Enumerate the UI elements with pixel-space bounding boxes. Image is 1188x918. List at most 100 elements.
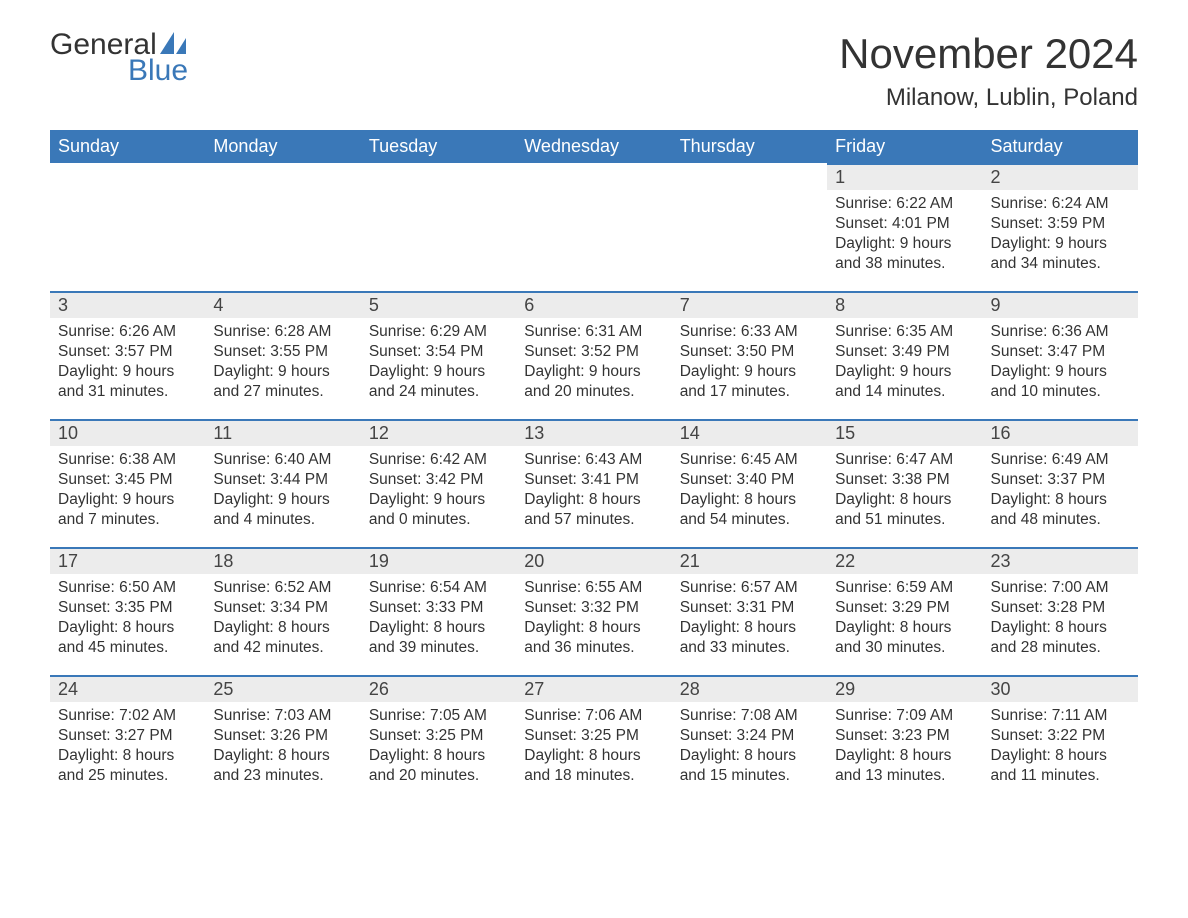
calendar-day-cell: 9Sunrise: 6:36 AMSunset: 3:47 PMDaylight… (983, 291, 1138, 419)
day-number: 30 (983, 675, 1138, 702)
sunrise-line: Sunrise: 7:06 AM (524, 706, 663, 726)
sunrise-line: Sunrise: 7:00 AM (991, 578, 1130, 598)
day-body: Sunrise: 6:35 AMSunset: 3:49 PMDaylight:… (827, 318, 982, 411)
day-body: Sunrise: 6:55 AMSunset: 3:32 PMDaylight:… (516, 574, 671, 667)
day-body: Sunrise: 7:08 AMSunset: 3:24 PMDaylight:… (672, 702, 827, 795)
calendar-day-cell: 17Sunrise: 6:50 AMSunset: 3:35 PMDayligh… (50, 547, 205, 675)
calendar-day-cell: 21Sunrise: 6:57 AMSunset: 3:31 PMDayligh… (672, 547, 827, 675)
calendar-day-cell: 8Sunrise: 6:35 AMSunset: 3:49 PMDaylight… (827, 291, 982, 419)
sunrise-line: Sunrise: 6:52 AM (213, 578, 352, 598)
sunrise-line: Sunrise: 6:40 AM (213, 450, 352, 470)
day-body: Sunrise: 6:22 AMSunset: 4:01 PMDaylight:… (827, 190, 982, 283)
sunrise-line: Sunrise: 6:22 AM (835, 194, 974, 214)
sunset-line: Sunset: 4:01 PM (835, 214, 974, 234)
sunset-line: Sunset: 3:23 PM (835, 726, 974, 746)
sunset-line: Sunset: 3:26 PM (213, 726, 352, 746)
sunset-line: Sunset: 3:35 PM (58, 598, 197, 618)
logo-text-blue: Blue (128, 56, 188, 86)
calendar-day-cell: 22Sunrise: 6:59 AMSunset: 3:29 PMDayligh… (827, 547, 982, 675)
day-body: Sunrise: 6:38 AMSunset: 3:45 PMDaylight:… (50, 446, 205, 539)
calendar-week-row: 24Sunrise: 7:02 AMSunset: 3:27 PMDayligh… (50, 675, 1138, 803)
title-location: Milanow, Lublin, Poland (839, 84, 1138, 112)
daylight-line: Daylight: 9 hours and 27 minutes. (213, 362, 352, 402)
calendar-day-cell (672, 163, 827, 291)
day-number: 15 (827, 419, 982, 446)
daylight-line: Daylight: 9 hours and 31 minutes. (58, 362, 197, 402)
day-number: 3 (50, 291, 205, 318)
daylight-line: Daylight: 9 hours and 24 minutes. (369, 362, 508, 402)
calendar-day-cell: 14Sunrise: 6:45 AMSunset: 3:40 PMDayligh… (672, 419, 827, 547)
day-body: Sunrise: 7:06 AMSunset: 3:25 PMDaylight:… (516, 702, 671, 795)
daylight-line: Daylight: 9 hours and 0 minutes. (369, 490, 508, 530)
calendar-day-cell: 2Sunrise: 6:24 AMSunset: 3:59 PMDaylight… (983, 163, 1138, 291)
day-number: 21 (672, 547, 827, 574)
calendar-day-cell: 28Sunrise: 7:08 AMSunset: 3:24 PMDayligh… (672, 675, 827, 803)
day-number: 17 (50, 547, 205, 574)
daylight-line: Daylight: 8 hours and 11 minutes. (991, 746, 1130, 786)
sunrise-line: Sunrise: 6:42 AM (369, 450, 508, 470)
sunrise-line: Sunrise: 6:31 AM (524, 322, 663, 342)
sunset-line: Sunset: 3:44 PM (213, 470, 352, 490)
sunset-line: Sunset: 3:25 PM (524, 726, 663, 746)
day-body: Sunrise: 6:54 AMSunset: 3:33 PMDaylight:… (361, 574, 516, 667)
daylight-line: Daylight: 8 hours and 25 minutes. (58, 746, 197, 786)
daylight-line: Daylight: 8 hours and 13 minutes. (835, 746, 974, 786)
sunset-line: Sunset: 3:31 PM (680, 598, 819, 618)
day-number: 1 (827, 163, 982, 190)
sunset-line: Sunset: 3:28 PM (991, 598, 1130, 618)
daylight-line: Daylight: 8 hours and 15 minutes. (680, 746, 819, 786)
daylight-line: Daylight: 9 hours and 17 minutes. (680, 362, 819, 402)
day-number: 20 (516, 547, 671, 574)
sunrise-line: Sunrise: 7:03 AM (213, 706, 352, 726)
daylight-line: Daylight: 8 hours and 51 minutes. (835, 490, 974, 530)
calendar-day-cell: 18Sunrise: 6:52 AMSunset: 3:34 PMDayligh… (205, 547, 360, 675)
calendar-week-row: 1Sunrise: 6:22 AMSunset: 4:01 PMDaylight… (50, 163, 1138, 291)
calendar-day-cell: 30Sunrise: 7:11 AMSunset: 3:22 PMDayligh… (983, 675, 1138, 803)
title-month: November 2024 (839, 30, 1138, 78)
daylight-line: Daylight: 8 hours and 18 minutes. (524, 746, 663, 786)
calendar-table: Sunday Monday Tuesday Wednesday Thursday… (50, 130, 1138, 803)
sunrise-line: Sunrise: 6:26 AM (58, 322, 197, 342)
daylight-line: Daylight: 8 hours and 33 minutes. (680, 618, 819, 658)
day-body: Sunrise: 7:09 AMSunset: 3:23 PMDaylight:… (827, 702, 982, 795)
daylight-line: Daylight: 8 hours and 28 minutes. (991, 618, 1130, 658)
calendar-day-cell (516, 163, 671, 291)
daylight-line: Daylight: 8 hours and 45 minutes. (58, 618, 197, 658)
sunrise-line: Sunrise: 6:54 AM (369, 578, 508, 598)
day-number: 10 (50, 419, 205, 446)
day-body: Sunrise: 6:36 AMSunset: 3:47 PMDaylight:… (983, 318, 1138, 411)
day-body: Sunrise: 6:28 AMSunset: 3:55 PMDaylight:… (205, 318, 360, 411)
sunset-line: Sunset: 3:54 PM (369, 342, 508, 362)
daylight-line: Daylight: 8 hours and 20 minutes. (369, 746, 508, 786)
day-body: Sunrise: 7:03 AMSunset: 3:26 PMDaylight:… (205, 702, 360, 795)
weekday-header: Tuesday (361, 130, 516, 163)
day-number: 7 (672, 291, 827, 318)
sunrise-line: Sunrise: 6:59 AM (835, 578, 974, 598)
sunset-line: Sunset: 3:24 PM (680, 726, 819, 746)
weekday-header: Wednesday (516, 130, 671, 163)
day-body: Sunrise: 7:05 AMSunset: 3:25 PMDaylight:… (361, 702, 516, 795)
sunset-line: Sunset: 3:41 PM (524, 470, 663, 490)
sunset-line: Sunset: 3:49 PM (835, 342, 974, 362)
day-body: Sunrise: 6:52 AMSunset: 3:34 PMDaylight:… (205, 574, 360, 667)
day-number: 12 (361, 419, 516, 446)
day-body: Sunrise: 6:42 AMSunset: 3:42 PMDaylight:… (361, 446, 516, 539)
calendar-day-cell: 24Sunrise: 7:02 AMSunset: 3:27 PMDayligh… (50, 675, 205, 803)
sunrise-line: Sunrise: 7:11 AM (991, 706, 1130, 726)
sunrise-line: Sunrise: 7:09 AM (835, 706, 974, 726)
sunset-line: Sunset: 3:59 PM (991, 214, 1130, 234)
calendar-day-cell: 12Sunrise: 6:42 AMSunset: 3:42 PMDayligh… (361, 419, 516, 547)
day-body: Sunrise: 7:00 AMSunset: 3:28 PMDaylight:… (983, 574, 1138, 667)
sunrise-line: Sunrise: 6:49 AM (991, 450, 1130, 470)
sunset-line: Sunset: 3:37 PM (991, 470, 1130, 490)
day-number: 19 (361, 547, 516, 574)
sunrise-line: Sunrise: 6:24 AM (991, 194, 1130, 214)
day-number: 9 (983, 291, 1138, 318)
sunset-line: Sunset: 3:45 PM (58, 470, 197, 490)
day-number: 22 (827, 547, 982, 574)
day-number: 2 (983, 163, 1138, 190)
calendar-day-cell: 11Sunrise: 6:40 AMSunset: 3:44 PMDayligh… (205, 419, 360, 547)
sunset-line: Sunset: 3:57 PM (58, 342, 197, 362)
daylight-line: Daylight: 9 hours and 10 minutes. (991, 362, 1130, 402)
sunrise-line: Sunrise: 7:05 AM (369, 706, 508, 726)
